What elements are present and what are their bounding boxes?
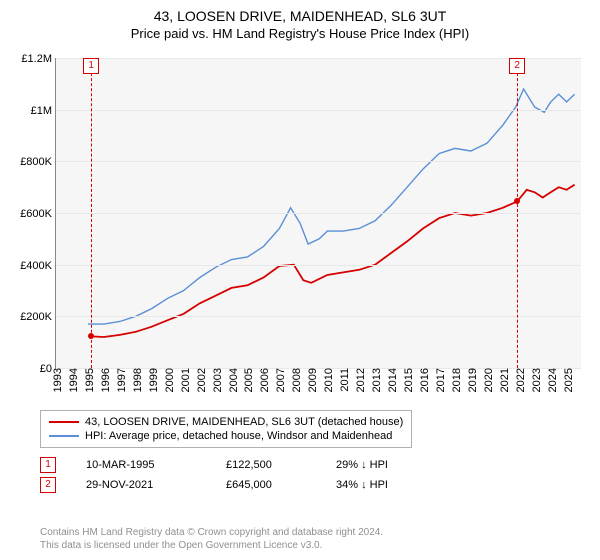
x-tick-label: 2019 [463,368,479,392]
y-tick-label: £400K [20,260,56,272]
transaction-marker-icon: 1 [40,457,56,473]
x-tick-label: 2016 [415,368,431,392]
transaction-row: 1 10-MAR-1995 £122,500 29% ↓ HPI [40,455,426,475]
x-tick-label: 2010 [319,368,335,392]
gridline: £800K [56,161,581,162]
transaction-marker-icon: 2 [40,477,56,493]
transaction-vline [91,58,92,368]
plot-area: £0£200K£400K£600K£800K£1M£1.2M1993199419… [55,58,581,369]
x-tick-label: 2007 [271,368,287,392]
x-tick-label: 2008 [287,368,303,392]
chart-container: 43, LOOSEN DRIVE, MAIDENHEAD, SL6 3UT Pr… [0,0,600,560]
series-hpi [88,89,575,324]
x-tick-label: 2014 [383,368,399,392]
gridline: £600K [56,213,581,214]
x-tick-label: 2025 [559,368,575,392]
x-tick-label: 1995 [80,368,96,392]
attribution: Contains HM Land Registry data © Crown c… [40,526,383,552]
legend-label-price: 43, LOOSEN DRIVE, MAIDENHEAD, SL6 3UT (d… [85,416,403,428]
y-tick-label: £600K [20,208,56,220]
x-tick-label: 2001 [176,368,192,392]
x-tick-label: 2003 [208,368,224,392]
gridline: £200K [56,316,581,317]
y-tick-label: £200K [20,311,56,323]
legend-label-hpi: HPI: Average price, detached house, Wind… [85,430,392,442]
x-tick-label: 2011 [335,368,351,392]
x-tick-label: 1998 [128,368,144,392]
transaction-date: 10-MAR-1995 [86,459,196,471]
x-tick-label: 2022 [511,368,527,392]
transaction-marker-icon: 2 [509,58,525,74]
legend-item-price: 43, LOOSEN DRIVE, MAIDENHEAD, SL6 3UT (d… [49,415,403,429]
y-tick-label: £800K [20,156,56,168]
x-tick-label: 1994 [64,368,80,392]
transaction-price: £122,500 [226,459,306,471]
legend-swatch-hpi [49,435,79,437]
transaction-marker-icon: 1 [83,58,99,74]
x-tick-label: 2024 [543,368,559,392]
y-tick-label: £1M [31,105,56,117]
transaction-row: 2 29-NOV-2021 £645,000 34% ↓ HPI [40,475,426,495]
transaction-price: £645,000 [226,479,306,491]
transaction-vline [517,58,518,368]
x-tick-label: 2009 [303,368,319,392]
x-tick-label: 2020 [479,368,495,392]
legend: 43, LOOSEN DRIVE, MAIDENHEAD, SL6 3UT (d… [40,410,412,448]
legend-swatch-price [49,421,79,423]
x-tick-label: 1997 [112,368,128,392]
transaction-pct: 29% ↓ HPI [336,459,426,471]
x-tick-label: 2015 [399,368,415,392]
chart-title: 43, LOOSEN DRIVE, MAIDENHEAD, SL6 3UT [0,0,600,24]
x-tick-label: 2000 [160,368,176,392]
transaction-table: 1 10-MAR-1995 £122,500 29% ↓ HPI 2 29-NO… [40,455,426,495]
x-tick-label: 2017 [431,368,447,392]
chart-subtitle: Price paid vs. HM Land Registry's House … [0,24,600,41]
gridline: £1.2M [56,58,581,59]
gridline: £1M [56,110,581,111]
x-tick-label: 2005 [239,368,255,392]
series-price [91,185,574,337]
y-tick-label: £1.2M [21,53,56,65]
x-tick-label: 2021 [495,368,511,392]
transaction-point [88,333,94,339]
x-tick-label: 1999 [144,368,160,392]
transaction-point [514,198,520,204]
x-tick-label: 2018 [447,368,463,392]
x-tick-label: 2013 [367,368,383,392]
x-tick-label: 2006 [255,368,271,392]
transaction-pct: 34% ↓ HPI [336,479,426,491]
gridline: £400K [56,265,581,266]
x-tick-label: 2023 [527,368,543,392]
x-tick-label: 1993 [48,368,64,392]
x-tick-label: 2004 [224,368,240,392]
attribution-line: Contains HM Land Registry data © Crown c… [40,526,383,539]
x-tick-label: 2002 [192,368,208,392]
x-tick-label: 1996 [96,368,112,392]
x-tick-label: 2012 [351,368,367,392]
transaction-date: 29-NOV-2021 [86,479,196,491]
legend-item-hpi: HPI: Average price, detached house, Wind… [49,429,403,443]
attribution-line: This data is licensed under the Open Gov… [40,539,383,552]
